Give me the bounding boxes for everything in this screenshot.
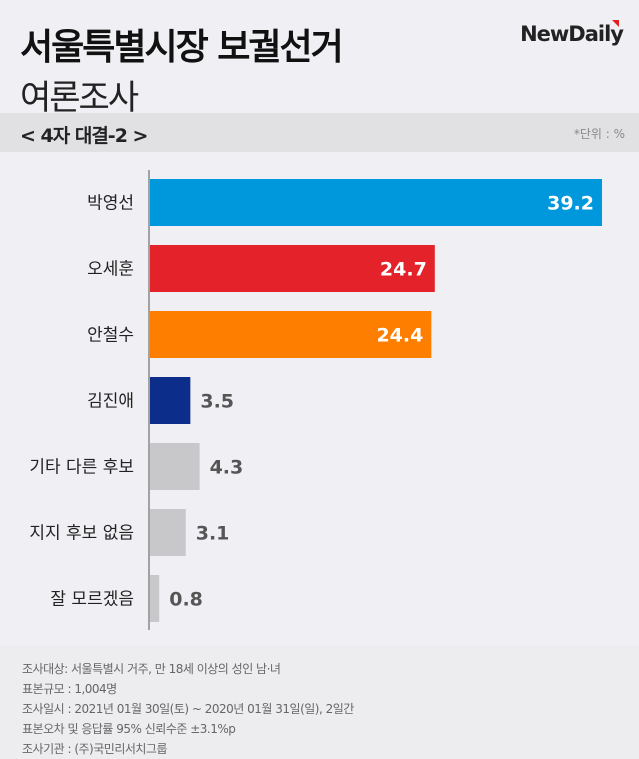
value-label: 4.3 (210, 457, 244, 479)
footnote-sample: 표본규모 : 1,004명 (22, 682, 117, 696)
value-label: 39.2 (547, 193, 594, 215)
value-label: 24.7 (380, 259, 427, 281)
logo-mark-icon (612, 20, 619, 27)
value-label: 3.1 (196, 523, 230, 545)
survey-footnote: 조사대상: 서울특별시 거주, 만 18세 이상의 성인 남·녀 표본규모 : … (0, 645, 639, 759)
footnote-date: 조사일시 : 2021년 01월 30일(토) ~ 2020년 01월 31일(… (22, 702, 354, 716)
category-label: 기타 다른 후보 (29, 458, 134, 478)
category-label: 안철수 (87, 326, 134, 346)
bar (150, 377, 191, 424)
section-band: < 4자 대결-2 > *단위 : % (0, 113, 639, 152)
bar-chart: 박영선 39.2 오세훈 24.7 안철수 24.4 김진애 3.5 기타 다른 후보 4.3 지지… (29, 170, 602, 630)
footnote-agency: 조사기관 : (주)국민리서치그룹 (22, 742, 168, 756)
category-label: 김진애 (87, 392, 134, 412)
unit-label: *단위 : % (573, 127, 625, 141)
page-title: 서울특별시장 보궐선거 (20, 27, 344, 68)
bar (150, 443, 200, 490)
section-title: < 4자 대결-2 > (20, 125, 148, 147)
footnote-target: 조사대상: 서울특별시 거주, 만 18세 이상의 성인 남·녀 (22, 662, 281, 676)
page-subtitle: 여론조사 (20, 78, 139, 118)
bar (150, 311, 432, 358)
value-label: 0.8 (169, 589, 203, 611)
category-label: 박영선 (87, 194, 134, 214)
footnote-error: 표본오차 및 응답률 95% 신뢰수준 ±3.1%p (22, 722, 236, 736)
value-label: 24.4 (376, 325, 423, 347)
bar (150, 575, 160, 622)
newdaily-logo: NewDaily (520, 22, 624, 46)
category-label: 오세훈 (87, 260, 134, 280)
bar (150, 179, 602, 226)
category-label: 잘 모르겠음 (50, 590, 134, 610)
value-label: 3.5 (200, 391, 234, 413)
bar (150, 509, 186, 556)
category-label: 지지 후보 없음 (29, 524, 134, 544)
bar (150, 245, 435, 292)
